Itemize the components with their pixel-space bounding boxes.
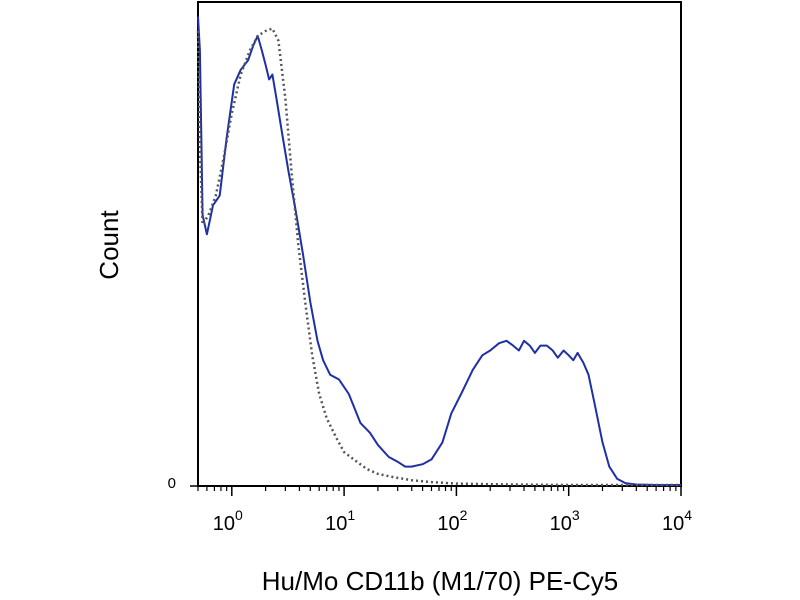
- x-tick-label: 100: [213, 507, 243, 535]
- y-tick-label: 0: [168, 475, 176, 492]
- x-tick-label: 103: [550, 507, 580, 535]
- y-axis-label: Count: [94, 210, 124, 280]
- control-histogram-line: [196, 27, 681, 487]
- x-tick-label: 104: [662, 507, 692, 535]
- y-axis-ticks: 0: [168, 475, 198, 492]
- x-tick-label: 101: [325, 507, 355, 535]
- x-tick-label: 102: [437, 507, 467, 535]
- x-axis-label: Hu/Mo CD11b (M1/70) PE-Cy5: [262, 566, 618, 596]
- stained-histogram-line: [197, 16, 681, 486]
- x-axis-ticks: 100 101 102 103 104: [197, 486, 692, 535]
- series-layer: [196, 16, 681, 487]
- plot-frame: [197, 1, 682, 487]
